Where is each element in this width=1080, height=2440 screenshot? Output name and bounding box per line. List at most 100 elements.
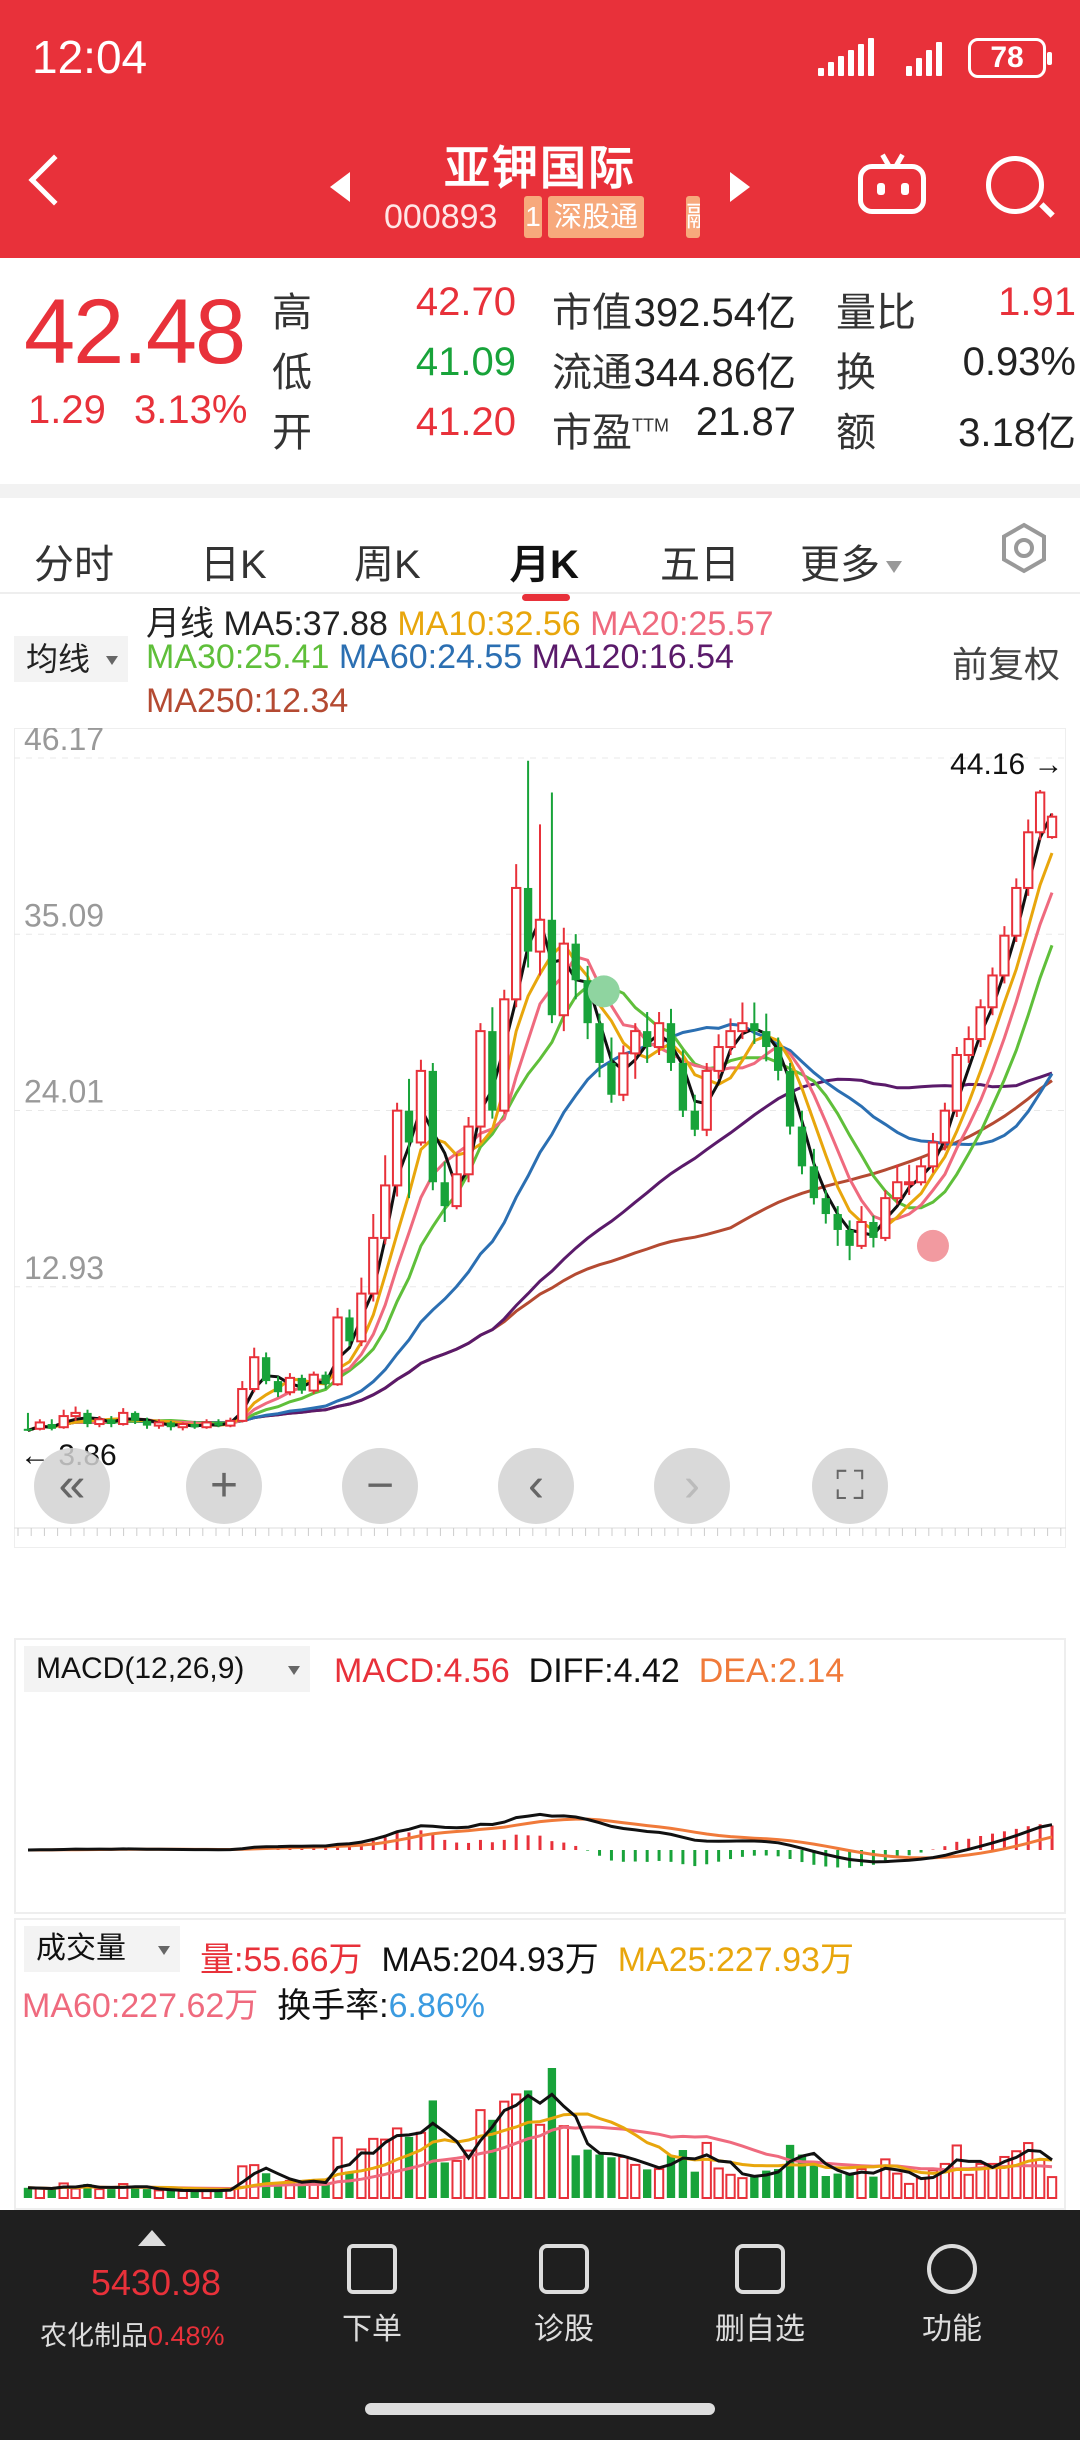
tab-five-day[interactable]: 五日 — [660, 543, 740, 587]
high-label: 高 — [272, 291, 312, 335]
candle-body-down — [643, 1031, 652, 1048]
volume-bar-up — [511, 2093, 522, 2199]
candle-body-up — [153, 1421, 165, 1427]
volume-bar-up — [737, 2177, 748, 2199]
volume-bar-up — [534, 2123, 546, 2199]
candle-body-down — [809, 1166, 819, 1199]
nav-diagnose[interactable]: 诊股 — [504, 2230, 624, 2348]
volume-bar-up — [856, 2168, 867, 2200]
y-tick-label: 46.17 — [24, 728, 104, 757]
volume-bar-up — [1023, 2142, 1034, 2199]
settings-icon[interactable] — [998, 522, 1050, 574]
low-value: 41.09 — [415, 340, 516, 384]
prev-stock-icon[interactable] — [330, 172, 350, 202]
candle-body-down — [845, 1229, 854, 1246]
volume-bar-up — [177, 2189, 188, 2200]
volume-bar-down — [845, 2173, 854, 2198]
candle-body-down — [404, 1110, 414, 1143]
candle-body-down — [571, 943, 580, 981]
chevron-down-icon — [886, 561, 902, 574]
minus-box-icon — [735, 2244, 785, 2294]
candle-body-up — [880, 1197, 891, 1239]
y-tick-label: 35.09 — [24, 897, 104, 933]
volume-bar-up — [903, 2182, 915, 2199]
volume-bar-up — [1046, 2176, 1058, 2200]
volume-bar-up — [94, 2188, 105, 2199]
index-info[interactable]: 农化制品0.48% — [40, 2314, 280, 2353]
chart-area — [0, 592, 1080, 2210]
zoom-out-button[interactable]: − — [342, 1448, 418, 1524]
candle-body-up — [70, 1411, 81, 1418]
candle-body-up — [975, 1006, 986, 1041]
nav-functions[interactable]: 功能 — [892, 2230, 1012, 2348]
candle-body-up — [903, 1181, 915, 1186]
candle-body-down — [261, 1357, 271, 1382]
candle-body-down — [869, 1222, 878, 1238]
volume-bar-up — [701, 2141, 712, 2199]
ai-assistant-icon[interactable] — [858, 164, 926, 214]
tab-monthly[interactable]: 月K — [510, 543, 579, 587]
adjust-mode-button[interactable]: 前复权 — [952, 644, 1061, 685]
amount-value: 3.18亿 — [958, 411, 1076, 455]
volume-bar-up — [713, 2167, 724, 2199]
fullscreen-button[interactable]: ⛶ — [812, 1448, 888, 1524]
nav-order[interactable]: 下单 — [312, 2230, 432, 2348]
indicator-select[interactable]: 均线 — [14, 636, 128, 682]
next-stock-icon[interactable] — [730, 172, 750, 202]
volume-bar-up — [653, 2168, 665, 2200]
volume-bar-down — [869, 2176, 878, 2198]
scroll-left-button[interactable]: ‹ — [498, 1448, 574, 1524]
candle-body-up — [332, 1316, 343, 1386]
tab-intraday[interactable]: 分时 — [34, 543, 114, 587]
volume-bar-down — [273, 2182, 283, 2198]
ma5-label: MA5:37.88 — [223, 605, 388, 643]
volume-bar-down — [583, 2149, 592, 2198]
candle-body-up — [939, 1109, 951, 1144]
candle-body-down — [833, 1214, 842, 1230]
volume-bar-up — [391, 2127, 403, 2200]
candle-body-down — [762, 1031, 771, 1048]
volume-bar-down — [595, 2154, 604, 2198]
tab-more[interactable]: 更多 — [800, 532, 902, 590]
nav-remove-watchlist[interactable]: 删自选 — [700, 2230, 820, 2348]
volume-bar-up — [987, 2162, 998, 2199]
candle-body-up — [1023, 831, 1034, 889]
volume-bar-down — [750, 2176, 759, 2198]
candle-body-up — [225, 1419, 236, 1427]
home-indicator[interactable] — [365, 2403, 715, 2415]
signal-icon-2 — [906, 38, 942, 76]
bottom-nav: 5430.98 农化制品0.48% 下单 诊股 删自选 功能 — [0, 2210, 1080, 2440]
pe-value: 21.87 — [695, 400, 796, 444]
zoom-in-button[interactable]: + — [186, 1448, 262, 1524]
volume-select[interactable]: 成交量 — [24, 1926, 180, 1972]
tab-weekly[interactable]: 周K — [354, 543, 421, 587]
candle-body-down — [166, 1422, 176, 1428]
volume-bar-up — [880, 2158, 891, 2200]
macd-select[interactable]: MACD(12,26,9) — [24, 1646, 310, 1692]
scroll-right-button[interactable]: › — [654, 1448, 730, 1524]
pe-label: 市盈TTM — [552, 411, 669, 455]
candle-body-up — [951, 1053, 962, 1112]
index-value[interactable]: 5430.98 — [90, 2262, 222, 2303]
ma30-label: MA30:25.41 — [146, 638, 330, 676]
tab-daily[interactable]: 日K — [200, 543, 267, 587]
ma120-label: MA120:16.54 — [531, 638, 734, 676]
volume-bar-up — [463, 2149, 474, 2200]
volume-bar-down — [809, 2160, 819, 2198]
candle-body-down — [321, 1374, 330, 1385]
index-pct: 0.48% — [148, 2321, 225, 2351]
candle-body-down — [607, 1062, 616, 1095]
volume-bar-up — [939, 2162, 951, 2199]
price-change-pct: 3.13% — [134, 388, 248, 432]
volume-bar-down — [690, 2171, 699, 2198]
chevron-up-icon[interactable] — [138, 2230, 166, 2246]
volume-ratio-label: 量比 — [836, 291, 916, 335]
candle-body-down — [214, 1422, 223, 1426]
float-label: 流通 — [552, 351, 632, 395]
candle-body-down — [273, 1381, 283, 1393]
macd-values: MACD:4.56 DIFF:4.42 DEA:2.14 — [334, 1652, 844, 1691]
search-icon[interactable] — [986, 156, 1044, 214]
scroll-left-fast-button[interactable]: « — [34, 1448, 110, 1524]
